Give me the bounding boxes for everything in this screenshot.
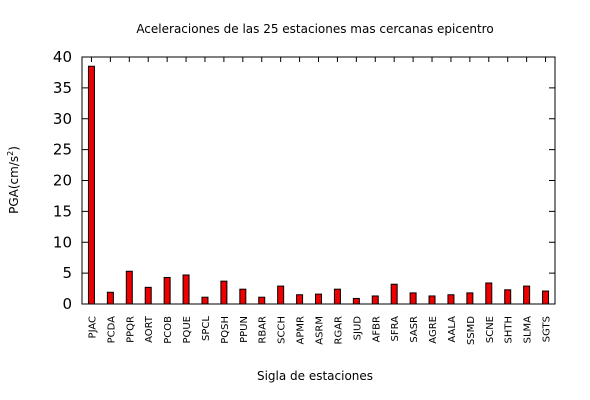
x-tick-label-pqsh: PQSH	[220, 316, 231, 344]
y-tick-label-4: 20	[53, 172, 72, 190]
plot-area: 0 5 10 15 20 25 30 35 40 PJAC PCDA PPQR AORT PCOB PQUE…	[53, 48, 556, 345]
y-axis-label-superscript: 2	[6, 151, 15, 156]
bar-aort	[144, 286, 152, 305]
x-tick-label-pcda: PCDA	[106, 316, 117, 344]
y-tick-label-3: 15	[53, 202, 72, 220]
bar-spcl	[201, 296, 209, 305]
x-tick-label-aala: AALA	[447, 316, 458, 343]
y-tick-label-0: 0	[62, 295, 72, 313]
bar-aala	[447, 294, 455, 305]
x-tick-label-rgar: RGAR	[333, 316, 344, 345]
x-tick-label-agre: AGRE	[428, 316, 439, 344]
bar-sfra	[390, 283, 398, 305]
plot-frame	[81, 56, 556, 305]
x-tick-label-rbar: RBAR	[258, 316, 269, 344]
bar-scne	[485, 282, 493, 305]
x-tick-label-sgts: SGTS	[542, 316, 553, 342]
bar-apmr	[296, 294, 304, 305]
y-axis-label-text: PGA(cm/s	[7, 156, 21, 214]
x-tick-label-apmr: APMR	[296, 316, 307, 344]
x-tick-label-ssmd: SSMD	[466, 316, 477, 345]
y-axis-label-end: )	[7, 146, 21, 151]
bar-rbar	[258, 296, 266, 305]
bar-ssmd	[466, 292, 474, 305]
y-tick-label-2: 10	[53, 233, 72, 251]
chart-title: Aceleraciones de las 25 estaciones mas c…	[136, 22, 493, 36]
bar-sjud	[352, 297, 360, 305]
bar-afbr	[371, 295, 379, 305]
y-tick-label-8: 40	[53, 48, 72, 66]
y-tick-label-7: 35	[53, 79, 72, 97]
x-tick-label-asrm: ASRM	[315, 316, 326, 345]
bar-shth	[504, 289, 512, 305]
x-tick-label-slma: SLMA	[523, 316, 534, 344]
x-tick-label-pcob: PCOB	[163, 316, 174, 344]
bar-pque	[182, 274, 190, 305]
x-tick-label-scch: SCCH	[277, 316, 288, 344]
bar-ppqr	[125, 270, 133, 305]
x-tick-label-pjac: PJAC	[87, 316, 98, 338]
x-tick-label-pque: PQUE	[182, 316, 193, 344]
x-tick-label-sfra: SFRA	[390, 316, 401, 342]
bar-pqsh	[220, 280, 228, 305]
x-tick-label-sjud: SJUD	[352, 316, 363, 341]
bar-pjac	[87, 65, 95, 305]
bar-scch	[277, 285, 285, 305]
bar-rgar	[333, 288, 341, 305]
x-tick-label-ppun: PPUN	[239, 316, 250, 343]
x-tick-label-scne: SCNE	[485, 316, 496, 343]
y-tick-label-1: 5	[62, 264, 72, 282]
x-tick-label-ppqr: PPQR	[125, 316, 136, 343]
y-tick-label-6: 30	[53, 110, 72, 128]
y-tick-label-5: 25	[53, 141, 72, 159]
bar-agre	[428, 295, 436, 305]
x-tick-label-shth: SHTH	[504, 316, 515, 344]
bar-pcob	[163, 276, 171, 305]
bar-ppun	[239, 288, 247, 305]
x-axis-label: Sigla de estaciones	[257, 369, 373, 383]
bar-sasr	[409, 292, 417, 305]
y-axis-label: PGA(cm/s2)	[6, 146, 21, 214]
bar-sgts	[542, 290, 550, 305]
bar-slma	[523, 285, 531, 305]
x-tick-label-spcl: SPCL	[201, 316, 212, 341]
x-tick-label-sasr: SASR	[409, 316, 420, 343]
bar-pcda	[106, 291, 114, 305]
bar-asrm	[315, 293, 322, 305]
x-tick-label-afbr: AFBR	[371, 316, 382, 342]
x-tick-label-aort: AORT	[144, 315, 155, 343]
